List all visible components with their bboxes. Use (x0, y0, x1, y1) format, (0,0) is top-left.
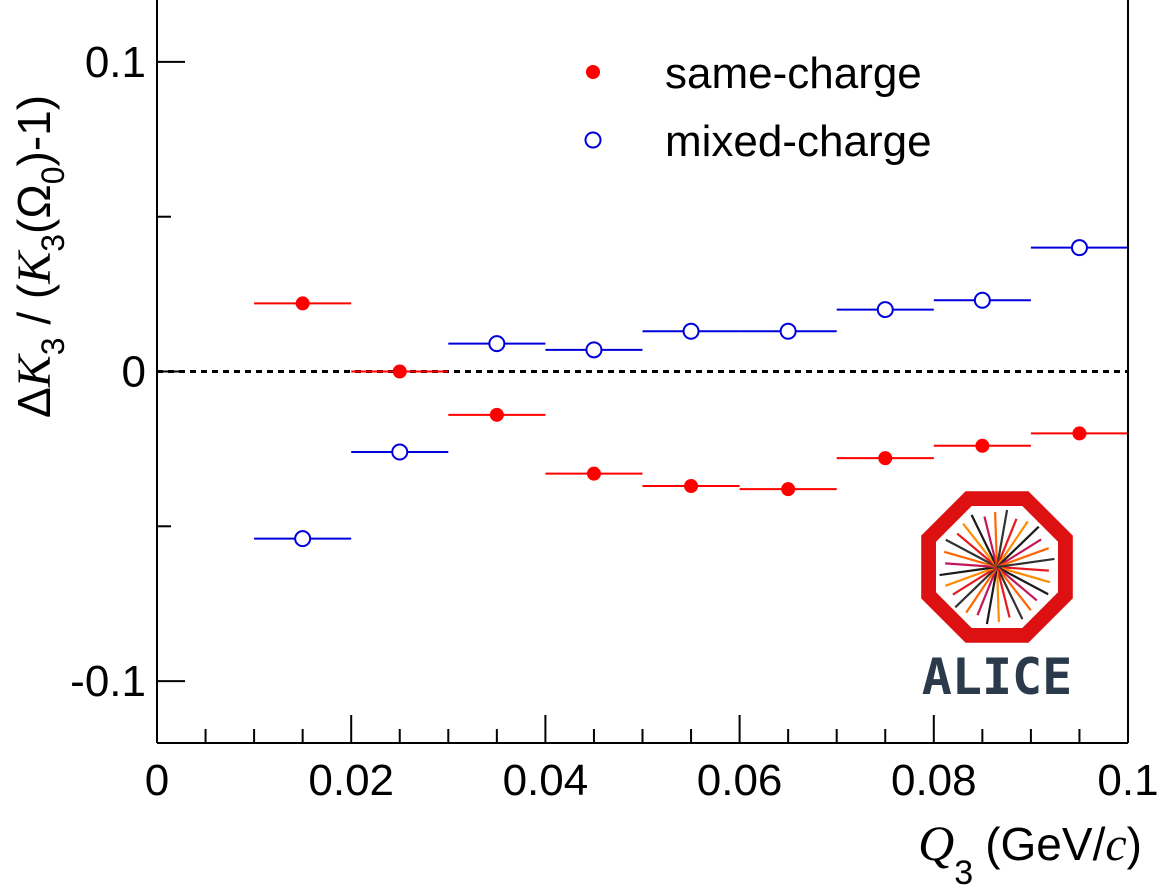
logo-track-ray (943, 550, 998, 569)
logo-track-ray (996, 547, 1050, 569)
logo-track-ray (996, 566, 1049, 596)
logo-track-ray (956, 532, 998, 568)
x-tick-label: 0.02 (308, 756, 394, 805)
logo-track-ray (995, 566, 1001, 623)
y-axis-title-k2: K (8, 249, 61, 285)
same-charge-point (684, 479, 699, 494)
same-charge-point (781, 482, 796, 497)
logo-track-ray (983, 516, 999, 568)
mixed-charge-point (973, 291, 991, 309)
x-tick-label: 0 (145, 756, 169, 805)
logo-tracks (939, 509, 1055, 625)
legend-entry-mixed-charge: mixed-charge (665, 117, 932, 166)
y-axis-title-omega-sub: 0 (35, 166, 71, 184)
legend: same-charge mixed-charge (584, 49, 932, 166)
axes-layer: 0 0.02 0.04 0.06 0.08 0.1 -0.1 0 0.1 (70, 0, 1159, 805)
series-mixed-charge (254, 239, 1128, 548)
logo-track-ray (996, 538, 1042, 568)
logo-track-ray (996, 565, 1051, 584)
logo-track-ray (954, 566, 998, 609)
x-tick-label: 0.04 (503, 756, 589, 805)
mixed-charge-point (682, 322, 700, 340)
axis-titles: Q3(GeV/c)ΔK3 / (K3(Ω0)-1) (8, 95, 1142, 889)
same-charge-point (975, 438, 990, 453)
y-axis-title-k1-sub: 3 (35, 337, 71, 355)
logo-track-ray (996, 520, 1029, 568)
logo-track-ray (996, 565, 1049, 572)
logo-track-ray (965, 566, 998, 614)
logo-track-ray (996, 525, 1040, 568)
logo-track-ray (939, 565, 998, 577)
logo-track-ray (996, 557, 1055, 569)
mixed-charge-point (294, 530, 312, 548)
marks-layer (254, 239, 1128, 548)
mixed-charge-point (488, 335, 506, 353)
mixed-charge-point (1070, 239, 1088, 257)
legend-entry-same-charge: same-charge (665, 49, 922, 98)
logo-track-ray (970, 514, 998, 568)
same-charge-point (295, 296, 310, 311)
y-axis-title-delta: Δ (8, 387, 60, 418)
alice-logo: ALICE (921, 491, 1073, 706)
mixed-charge-point (585, 341, 603, 359)
mixed-charge-point (876, 301, 894, 319)
logo-text: ALICE (922, 648, 1073, 706)
y-axis-title-slash: / ( (8, 283, 60, 337)
logo-track-ray (995, 518, 1018, 568)
same-charge-point (878, 451, 893, 466)
logo-track-ray (996, 566, 1038, 602)
x-tick-label: 0.06 (697, 756, 783, 805)
mixed-charge-point (391, 443, 409, 461)
y-tick-label: 0.1 (85, 38, 146, 87)
x-axis-title: Q3 (GeV/c) (918, 815, 1142, 889)
y-axis-title-k2-sub: 3 (35, 234, 71, 252)
y-axis-title-omega: (Ω (8, 184, 60, 234)
logo-track-ray (985, 566, 999, 625)
logo-track-ray (944, 565, 998, 587)
y-tick-label: 0 (122, 348, 146, 397)
y-axis-title-k1: K (8, 352, 61, 388)
logo-track-ray (976, 566, 999, 616)
logo-track-ray (993, 511, 999, 568)
same-charge-point (1072, 426, 1087, 441)
logo-track-ray (945, 538, 998, 568)
logo-track-ray (995, 566, 1011, 618)
y-tick-label: -0.1 (70, 657, 146, 706)
x-axis-title-unit-close: ) (1127, 818, 1142, 870)
logo-track-ray (962, 522, 998, 568)
x-tick-label: 0.1 (1097, 756, 1158, 805)
same-charge-point (489, 407, 504, 422)
x-axis-title-subscript: 3 (954, 854, 973, 889)
y-axis-title: ΔK3 / (K3(Ω0)-1) (8, 95, 71, 418)
legend-marker-same-charge (586, 65, 600, 79)
x-axis-title-unit: (GeV/ (985, 818, 1105, 870)
logo-track-ray (996, 566, 1032, 612)
x-axis-title-unit-c: c (1105, 818, 1126, 871)
legend-marker-mixed-charge (584, 131, 602, 149)
series-same-charge (254, 296, 1128, 497)
y-axis-title-tail: )-1) (8, 95, 60, 167)
logo-track-ray (945, 562, 998, 569)
logo-track-ray (952, 566, 998, 596)
x-tick-label: 0.08 (891, 756, 977, 805)
logo-track-ray (995, 509, 1009, 568)
x-axis-title-symbol: Q (918, 815, 954, 871)
logo-track-ray (996, 566, 1024, 620)
same-charge-point (586, 466, 601, 481)
same-charge-point (392, 364, 407, 379)
mixed-charge-point (779, 322, 797, 340)
